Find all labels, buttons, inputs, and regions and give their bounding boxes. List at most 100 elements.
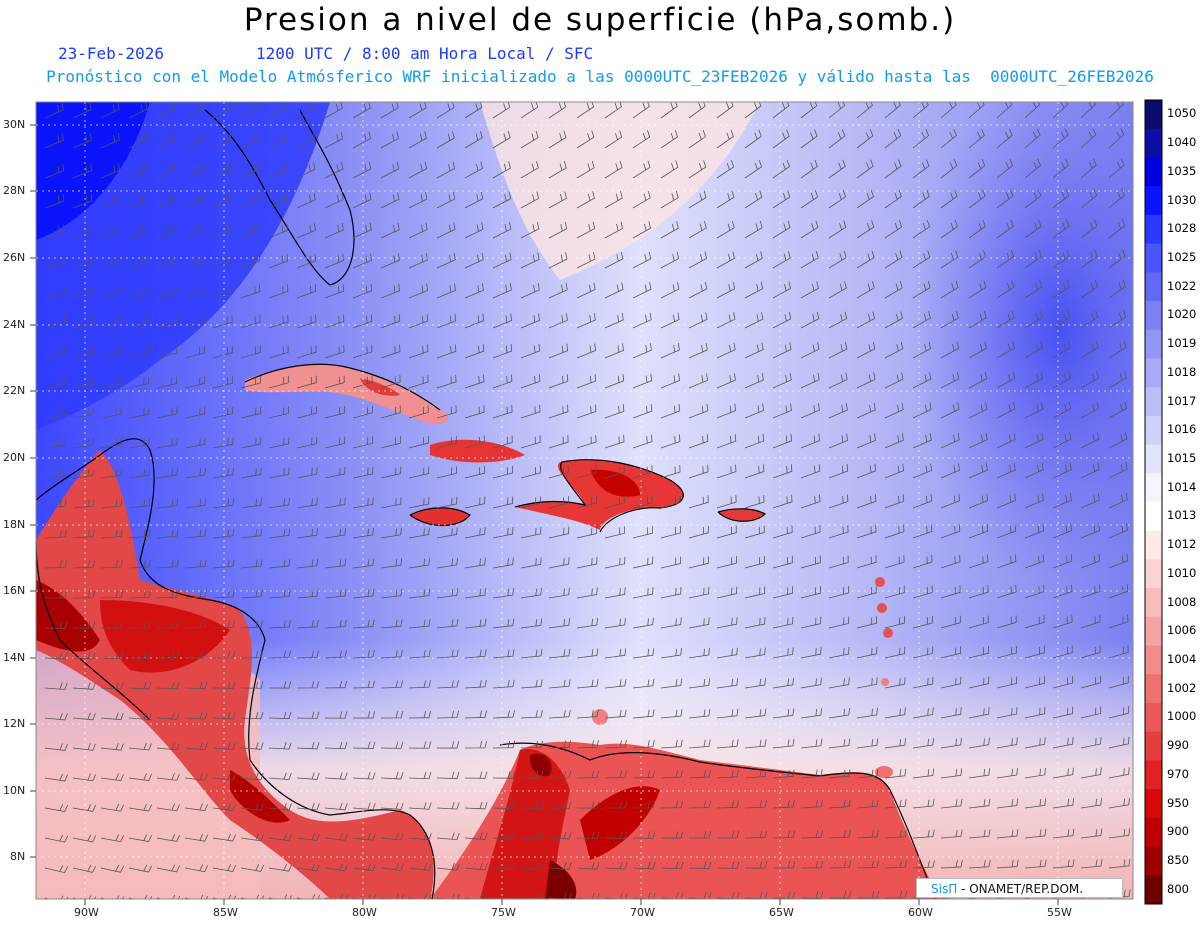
wind-barb [464, 102, 483, 119]
wind-barb [268, 497, 290, 509]
wind-barb [996, 219, 1014, 239]
wind-barb [492, 130, 511, 149]
wind-barb [436, 588, 459, 599]
wind-barb [324, 314, 345, 329]
lat-label: 22N [3, 384, 26, 397]
wind-barb [688, 312, 708, 329]
wind-barb [128, 529, 151, 539]
land-masses [36, 364, 940, 899]
graticule [36, 102, 1133, 899]
wind-barb [772, 769, 795, 779]
wind-barb [660, 525, 681, 539]
wind-barb [968, 280, 987, 299]
wind-barb [1080, 706, 1102, 719]
costa-rica-core [230, 770, 290, 823]
wind-barb [996, 798, 1019, 809]
wind-barb [44, 316, 65, 329]
wind-barb [324, 162, 344, 179]
wind-barb [44, 591, 68, 599]
wind-barb [72, 407, 94, 419]
wind-barb [688, 739, 711, 749]
wind-barb [604, 556, 626, 569]
wind-barb [548, 221, 568, 239]
wind-barb [184, 315, 205, 329]
wind-barb [268, 436, 290, 449]
colorbar-swatch [1145, 502, 1162, 532]
wind-barb [352, 162, 372, 179]
wind-barb [576, 495, 597, 509]
wind-barb [912, 585, 933, 599]
wind-barb [1024, 859, 1047, 869]
wind-barb [380, 405, 401, 419]
wind-barb [520, 618, 543, 629]
wind-barb [464, 252, 484, 269]
wind-barb [1080, 462, 1100, 479]
wind-barb [576, 557, 598, 569]
colorbar-swatch [1145, 415, 1162, 446]
wind-barb [632, 434, 653, 449]
wind-barb [660, 373, 680, 389]
wind-barb [632, 130, 651, 149]
wind-barb [296, 406, 317, 419]
wind-barb [520, 374, 541, 389]
wind-barb [688, 464, 709, 479]
wind-barb [240, 742, 264, 750]
colorbar-swatch [1145, 214, 1162, 245]
wind-barb [800, 220, 819, 239]
wind-barb [324, 192, 344, 209]
wind-barb [660, 495, 681, 509]
wind-barb [380, 588, 403, 599]
wind-barb [212, 284, 233, 299]
wind-barb [436, 222, 456, 239]
wind-barb [464, 222, 484, 239]
wind-barb [520, 343, 541, 359]
wind-barb [548, 313, 568, 329]
wind-barb [716, 373, 736, 389]
wind-barb [632, 312, 652, 329]
wind-barb [548, 618, 571, 629]
wind-barb [464, 679, 487, 689]
wind-barb [156, 224, 177, 239]
wind-barb [716, 129, 734, 149]
wind-barb [604, 587, 626, 599]
map-area [36, 102, 1133, 899]
colorbar-label: 1015 [1167, 450, 1197, 465]
wind-barb [576, 526, 598, 539]
wind-barb [44, 255, 65, 269]
wind-barb [688, 102, 706, 119]
wind-barb [296, 345, 317, 359]
wind-barb [1024, 584, 1045, 599]
wind-barb [688, 647, 710, 659]
colorbar-swatch [1145, 128, 1162, 158]
wind-barb [240, 498, 262, 509]
wind-barb [632, 892, 656, 899]
wind-barb [1108, 797, 1130, 809]
wind-barb [744, 160, 763, 179]
wind-barb [436, 527, 458, 539]
wind-barb [660, 160, 679, 179]
wind-barb [800, 586, 821, 599]
wind-barb [800, 372, 820, 389]
wind-barb [772, 555, 793, 569]
wind-barb [464, 710, 487, 719]
wind-barb [212, 315, 233, 329]
wind-barb [352, 436, 374, 449]
wind-barb [240, 345, 261, 359]
wind-barb [1052, 189, 1070, 209]
wind-barb [828, 646, 850, 659]
wind-barb [184, 833, 208, 842]
wind-barb [968, 829, 991, 839]
wind-barb [156, 529, 179, 539]
wind-barb [856, 616, 878, 629]
wind-barb [268, 223, 288, 239]
colorbar-swatch [1145, 358, 1162, 388]
wind-barb [100, 193, 121, 209]
curacao-area [592, 709, 608, 725]
wind-barb [520, 679, 543, 689]
wind-barb [240, 437, 262, 449]
wind-barb [72, 590, 96, 599]
wind-barb [184, 742, 208, 751]
colorbar-label: 850 [1167, 852, 1189, 867]
colorbar-label: 1018 [1167, 364, 1197, 379]
wind-barb [996, 462, 1016, 479]
